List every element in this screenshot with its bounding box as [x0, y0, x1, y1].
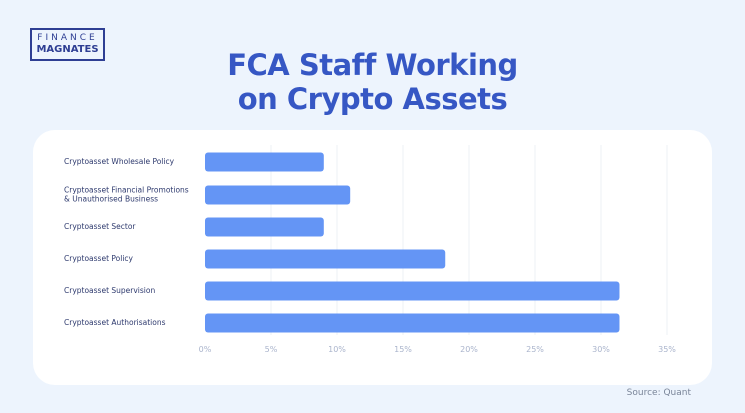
x-tick-label: 5% — [265, 345, 278, 354]
source-note: Source: Quant — [626, 388, 691, 398]
x-tick-label: 0% — [199, 345, 212, 354]
category-label: Cryptoasset Financial Promotions & Unauth… — [64, 185, 189, 203]
x-tick-label: 30% — [592, 345, 610, 354]
logo-line2: MAGNATES — [36, 44, 99, 55]
category-label: Cryptoasset Wholesale Policy — [64, 156, 175, 166]
category-label: Cryptoasset Sector — [64, 221, 136, 231]
bar — [205, 313, 620, 333]
x-tick-label: 10% — [328, 345, 346, 354]
x-tick-label: 35% — [658, 345, 676, 354]
bar — [205, 249, 446, 269]
bar — [205, 217, 324, 237]
logo-line1: FINANCE — [37, 33, 98, 43]
chart-title: FCA Staff Working on Crypto Assets — [227, 48, 518, 116]
category-label: Cryptoasset Policy — [64, 253, 133, 263]
x-tick-label: 15% — [394, 345, 412, 354]
bar — [205, 281, 620, 301]
x-tick-label: 25% — [526, 345, 544, 354]
finance-magnates-logo: FINANCE MAGNATES — [30, 28, 105, 61]
bar — [205, 185, 351, 205]
category-label: Cryptoasset Authorisations — [64, 317, 166, 327]
bar — [205, 152, 324, 172]
x-tick-label: 20% — [460, 345, 478, 354]
category-label: Cryptoasset Supervision — [64, 285, 156, 295]
